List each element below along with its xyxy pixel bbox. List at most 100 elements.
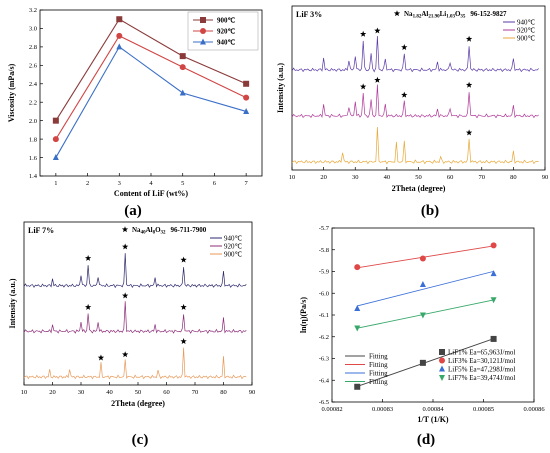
phase-formula-part: O bbox=[455, 10, 461, 18]
phase-star-marker bbox=[180, 256, 187, 263]
data-point bbox=[179, 64, 186, 71]
phase-legend-label: Na1.82Al21.90Li1.03O35 96-152-9827 bbox=[404, 10, 507, 20]
y-axis-label: Viscosity (mPa/s) bbox=[7, 63, 16, 122]
phase-star-marker bbox=[180, 303, 187, 310]
y-tick-label: 1.4 bbox=[29, 173, 38, 180]
x-tick-label: 3 bbox=[118, 180, 121, 187]
data-point bbox=[354, 383, 361, 390]
legend-label: 900℃ bbox=[217, 17, 236, 25]
phase-formula-part: 8 bbox=[153, 231, 156, 236]
phase-code: 96-152-9827 bbox=[470, 10, 507, 18]
phase-star-marker bbox=[84, 303, 92, 310]
y-tick-label: -5.8 bbox=[319, 247, 329, 254]
legend-label: 900℃ bbox=[517, 34, 536, 42]
x-axis-label: 1/T (1/K) bbox=[417, 415, 449, 424]
y-tick-label: -6.1 bbox=[319, 312, 329, 319]
x-tick-label: 2 bbox=[86, 180, 89, 187]
fit-line bbox=[357, 299, 494, 329]
legend-label: LiF7% Ea=39,474J/mol bbox=[448, 374, 515, 382]
phase-star-marker bbox=[97, 354, 105, 361]
x-tick-label: 60 bbox=[163, 389, 170, 396]
data-point bbox=[419, 281, 426, 288]
phase-star-marker bbox=[465, 129, 473, 136]
phase-formula-part: Al bbox=[146, 226, 153, 234]
phase-star-marker bbox=[122, 243, 129, 250]
x-tick-label: 80 bbox=[510, 174, 517, 181]
data-point bbox=[490, 335, 497, 342]
phase-legend-star bbox=[393, 10, 401, 17]
data-point bbox=[243, 107, 250, 114]
chart-title: LiF 3% bbox=[296, 10, 322, 19]
legend-marker bbox=[439, 365, 445, 372]
phase-formula-part: 21.90 bbox=[428, 15, 440, 20]
y-tick-label: -6.0 bbox=[319, 290, 329, 297]
data-point bbox=[52, 136, 59, 143]
y-tick-label: -6.3 bbox=[319, 356, 329, 363]
data-point bbox=[179, 89, 186, 96]
legend-marker bbox=[200, 17, 206, 23]
legend-label: LiF3% Ea=30,121J/mol bbox=[448, 357, 515, 365]
x-tick-label: 60 bbox=[447, 174, 454, 181]
x-tick-label: 90 bbox=[542, 174, 549, 181]
x-tick-label: 10 bbox=[21, 389, 28, 396]
series-line bbox=[55, 35, 247, 140]
panel-label-b: (b) bbox=[421, 203, 439, 219]
phase-formula-part: 35 bbox=[460, 15, 466, 20]
legend-fit-label: Fitting bbox=[369, 353, 388, 361]
x-tick-label: 6 bbox=[213, 180, 217, 187]
x-tick-label: 30 bbox=[78, 389, 85, 396]
phase-star-marker bbox=[122, 351, 129, 358]
panel-c-xrd-lif7-chart: 10 20 30 40 50 60 70 80 90 2Theta (degree) Intensi… bbox=[8, 221, 256, 408]
data-point bbox=[354, 264, 361, 271]
data-point bbox=[419, 255, 426, 262]
y-tick-label: -6.2 bbox=[319, 334, 329, 341]
y-tick-label: 2.2 bbox=[29, 99, 37, 106]
x-tick-label: 20 bbox=[320, 174, 327, 181]
legend-label: 940℃ bbox=[517, 18, 536, 26]
data-point bbox=[116, 32, 123, 39]
y-tick-label: 2.6 bbox=[29, 63, 38, 70]
x-tick-label: 70 bbox=[479, 174, 486, 181]
panel-b-xrd-lif3-chart: 10 20 30 40 50 60 70 80 90 2Theta (degree) Intensi… bbox=[276, 5, 549, 193]
legend-label: 900℃ bbox=[224, 250, 243, 258]
x-tick-label: 1 bbox=[54, 180, 57, 187]
legend-label: 920℃ bbox=[224, 242, 243, 250]
legend-box bbox=[501, 18, 543, 50]
data-point bbox=[52, 154, 59, 161]
phase-code: 96-711-7900 bbox=[171, 226, 207, 234]
legend-marker bbox=[439, 357, 445, 364]
data-point bbox=[490, 297, 497, 304]
legend: 900℃ 920℃ 940℃ bbox=[187, 11, 259, 51]
x-tick-label: 7 bbox=[245, 180, 249, 187]
x-tick-label: 20 bbox=[49, 389, 56, 396]
data-point bbox=[52, 117, 59, 124]
phase-formula-part: Al bbox=[421, 10, 428, 18]
y-tick-label: 2.8 bbox=[29, 44, 37, 51]
x-tick-label: 70 bbox=[192, 389, 199, 396]
x-tick-label: 0.00084 bbox=[422, 406, 444, 413]
x-tick-label: 50 bbox=[135, 389, 142, 396]
phase-formula-part: Na bbox=[132, 226, 141, 234]
phase-star-marker bbox=[465, 35, 473, 42]
x-tick-label: 0.00086 bbox=[523, 406, 545, 413]
phase-legend-label: Na40Al8O32 96-711-7900 bbox=[132, 226, 207, 236]
y-axis-label: ln(η)(Pa/s) bbox=[299, 297, 308, 333]
data-point bbox=[490, 270, 497, 277]
x-tick-label: 90 bbox=[249, 389, 256, 396]
x-axis-label: 2Theta (degree) bbox=[111, 399, 165, 408]
legend-label: 940℃ bbox=[224, 234, 243, 242]
xrd-pattern bbox=[291, 126, 539, 165]
legend-label: 920℃ bbox=[517, 26, 536, 34]
x-tick-label: 0.00082 bbox=[321, 406, 342, 413]
y-tick-label: -5.7 bbox=[319, 225, 330, 232]
data-point bbox=[490, 242, 497, 249]
y-tick-label: 1.8 bbox=[29, 136, 37, 143]
legend-label: 940℃ bbox=[217, 39, 236, 47]
series-line bbox=[55, 46, 247, 158]
legend-marker bbox=[439, 375, 445, 381]
series-line bbox=[55, 18, 247, 121]
x-tick-label: 4 bbox=[149, 180, 153, 187]
xrd-pattern bbox=[291, 35, 539, 73]
legend-marker bbox=[439, 349, 445, 355]
